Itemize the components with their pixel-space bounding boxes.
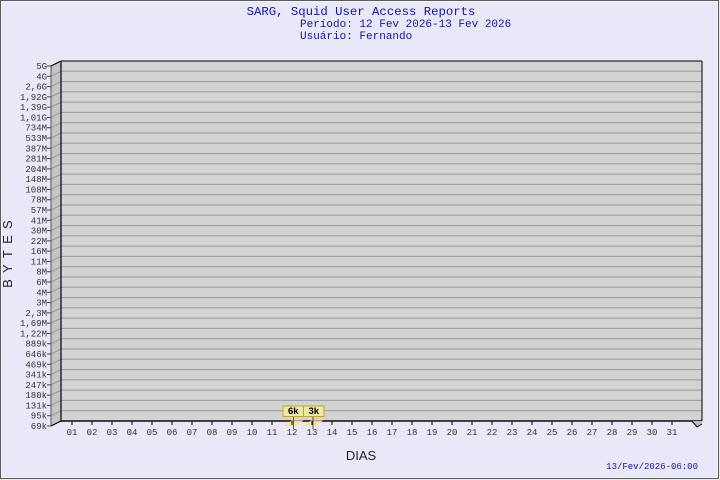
svg-text:01: 01: [67, 428, 78, 438]
svg-text:25: 25: [547, 428, 558, 438]
svg-text:10: 10: [247, 428, 258, 438]
svg-text:07: 07: [187, 428, 198, 438]
svg-text:131k: 131k: [25, 401, 47, 411]
svg-text:28: 28: [607, 428, 618, 438]
svg-text:2,6G: 2,6G: [25, 83, 47, 93]
svg-text:281M: 281M: [25, 155, 47, 165]
svg-text:889k: 889k: [25, 340, 47, 350]
svg-text:533M: 533M: [25, 134, 47, 144]
svg-text:3M: 3M: [36, 299, 47, 309]
svg-text:18: 18: [407, 428, 418, 438]
svg-text:19: 19: [427, 428, 438, 438]
svg-text:247k: 247k: [25, 381, 47, 391]
svg-text:41M: 41M: [31, 216, 47, 226]
svg-text:09: 09: [227, 428, 238, 438]
svg-text:26: 26: [567, 428, 578, 438]
svg-text:57M: 57M: [31, 206, 47, 216]
svg-text:341k: 341k: [25, 371, 47, 381]
svg-text:11: 11: [267, 428, 278, 438]
svg-text:17: 17: [387, 428, 398, 438]
svg-text:1,92G: 1,92G: [20, 93, 47, 103]
svg-text:12: 12: [287, 428, 298, 438]
svg-text:3k: 3k: [308, 406, 319, 417]
svg-text:16M: 16M: [31, 247, 47, 257]
svg-text:21: 21: [467, 428, 478, 438]
svg-text:23: 23: [507, 428, 518, 438]
svg-text:29: 29: [627, 428, 638, 438]
svg-text:469k: 469k: [25, 360, 47, 370]
svg-text:03: 03: [107, 428, 118, 438]
svg-text:69k: 69k: [31, 422, 47, 432]
svg-text:6k: 6k: [288, 406, 299, 417]
svg-text:31: 31: [667, 428, 678, 438]
svg-text:04: 04: [127, 428, 138, 438]
svg-text:4G: 4G: [36, 72, 47, 82]
svg-text:02: 02: [87, 428, 98, 438]
svg-text:30: 30: [647, 428, 658, 438]
svg-text:11M: 11M: [31, 257, 47, 267]
svg-text:204M: 204M: [25, 165, 47, 175]
svg-text:14: 14: [327, 428, 338, 438]
svg-text:4M: 4M: [36, 288, 47, 298]
svg-text:30M: 30M: [31, 227, 47, 237]
svg-text:15: 15: [347, 428, 358, 438]
svg-text:148M: 148M: [25, 175, 47, 185]
svg-text:1,69M: 1,69M: [20, 319, 47, 329]
svg-text:8M: 8M: [36, 268, 47, 278]
svg-text:95k: 95k: [31, 412, 47, 422]
svg-text:6M: 6M: [36, 278, 47, 288]
svg-text:108M: 108M: [25, 185, 47, 195]
svg-text:1,22M: 1,22M: [20, 329, 47, 339]
svg-text:05: 05: [147, 428, 158, 438]
svg-text:13: 13: [307, 428, 318, 438]
svg-text:20: 20: [447, 428, 458, 438]
svg-text:27: 27: [587, 428, 598, 438]
svg-text:2,3M: 2,3M: [25, 309, 47, 319]
svg-text:16: 16: [367, 428, 378, 438]
svg-text:08: 08: [207, 428, 218, 438]
svg-text:1,39G: 1,39G: [20, 103, 47, 113]
svg-text:78M: 78M: [31, 196, 47, 206]
svg-text:387M: 387M: [25, 144, 47, 154]
svg-text:646k: 646k: [25, 350, 47, 360]
svg-text:22M: 22M: [31, 237, 47, 247]
svg-text:734M: 734M: [25, 124, 47, 134]
svg-text:1,01G: 1,01G: [20, 113, 47, 123]
svg-text:5G: 5G: [36, 62, 47, 72]
svg-text:180k: 180k: [25, 391, 47, 401]
svg-text:06: 06: [167, 428, 178, 438]
svg-text:22: 22: [487, 428, 498, 438]
svg-text:24: 24: [527, 428, 538, 438]
